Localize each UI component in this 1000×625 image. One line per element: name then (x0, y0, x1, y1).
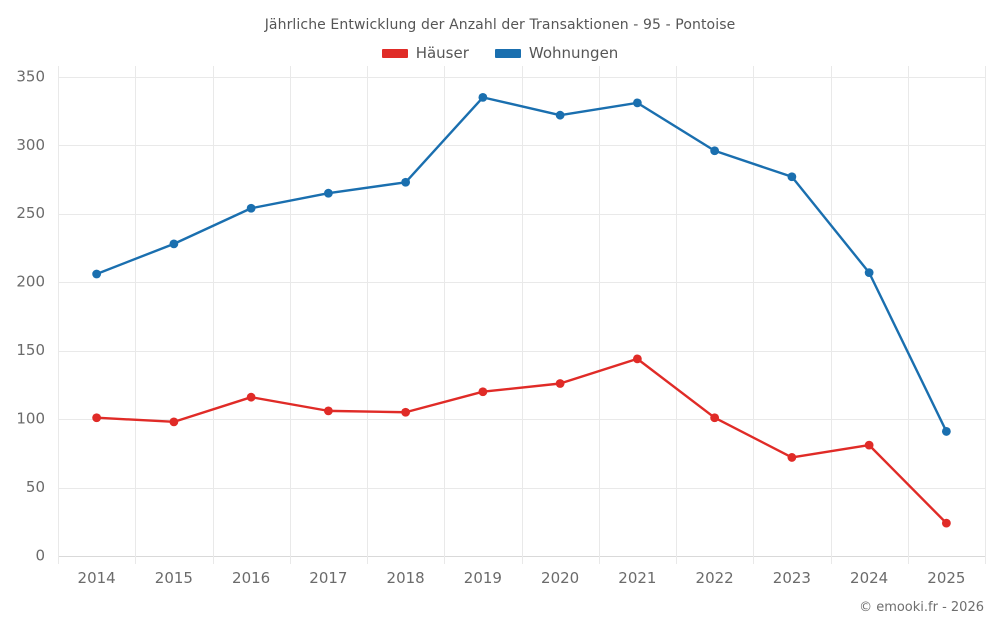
y-tick-label: 350 (16, 67, 45, 85)
x-tick-label: 2015 (155, 569, 193, 587)
x-tick-label: 2025 (927, 569, 965, 587)
data-point[interactable] (787, 453, 797, 462)
y-tick-label: 0 (35, 547, 45, 565)
data-point[interactable] (323, 406, 333, 416)
legend-swatch-wohnungen (494, 48, 521, 58)
data-point[interactable] (555, 379, 565, 388)
y-tick-label: 50 (26, 478, 45, 496)
x-tick-label: 2018 (387, 569, 425, 587)
x-tick-label: 2016 (232, 569, 270, 587)
x-tick-label: 2023 (773, 569, 811, 587)
legend-label-wohnungen: Wohnungen (528, 44, 619, 62)
chart-title: Jährliche Entwicklung der Anzahl der Tra… (264, 17, 736, 33)
data-point[interactable] (710, 146, 720, 156)
data-point[interactable] (401, 407, 411, 417)
y-tick-label: 200 (16, 273, 45, 291)
series-line-hauser (95, 357, 948, 525)
y-tick-label: 250 (16, 204, 45, 222)
legend-item-hauser[interactable]: Häuser (381, 44, 469, 62)
data-point[interactable] (478, 387, 488, 397)
data-point[interactable] (864, 268, 874, 278)
x-axis-tick-labels: 2014 2015 2016 2017 2018 2019 2020 2021 2022 2023… (78, 569, 966, 587)
legend-item-wohnungen[interactable]: Wohnungen (494, 44, 619, 62)
data-series (92, 92, 951, 528)
legend-label-hauser: Häuser (415, 44, 469, 62)
data-point[interactable] (478, 92, 488, 102)
data-point[interactable] (246, 392, 256, 402)
data-point[interactable] (169, 239, 179, 249)
data-point[interactable] (632, 98, 642, 108)
y-tick-label: 300 (16, 136, 45, 154)
data-point[interactable] (555, 110, 565, 120)
y-tick-label: 100 (16, 410, 45, 428)
data-point[interactable] (632, 354, 642, 364)
footer-credit: © emooki.fr - 2026 (859, 600, 984, 615)
y-axis-tick-labels: 0 50 100 150 200 250 300 350 (16, 67, 45, 564)
data-point[interactable] (246, 203, 256, 213)
chart-legend: Häuser Wohnungen (0, 44, 1000, 62)
data-point[interactable] (941, 427, 951, 436)
data-point[interactable] (710, 413, 720, 423)
data-point[interactable] (941, 518, 951, 528)
data-point[interactable] (864, 440, 874, 450)
data-point[interactable] (92, 413, 102, 423)
y-tick-label: 150 (16, 341, 45, 359)
data-point[interactable] (401, 177, 411, 187)
x-tick-label: 2019 (464, 569, 502, 587)
x-tick-label: 2020 (541, 569, 579, 587)
gridlines (58, 66, 986, 564)
data-point[interactable] (92, 269, 102, 279)
x-tick-label: 2024 (850, 569, 888, 587)
x-tick-label: 2017 (309, 569, 347, 587)
legend-swatch-hauser (381, 48, 408, 58)
x-tick-label: 2014 (78, 569, 116, 587)
x-tick-label: 2022 (696, 569, 734, 587)
series-line-wohnungen (95, 96, 948, 433)
data-point[interactable] (169, 417, 179, 427)
data-point[interactable] (787, 172, 797, 182)
x-tick-label: 2021 (618, 569, 656, 587)
data-point[interactable] (323, 188, 333, 198)
